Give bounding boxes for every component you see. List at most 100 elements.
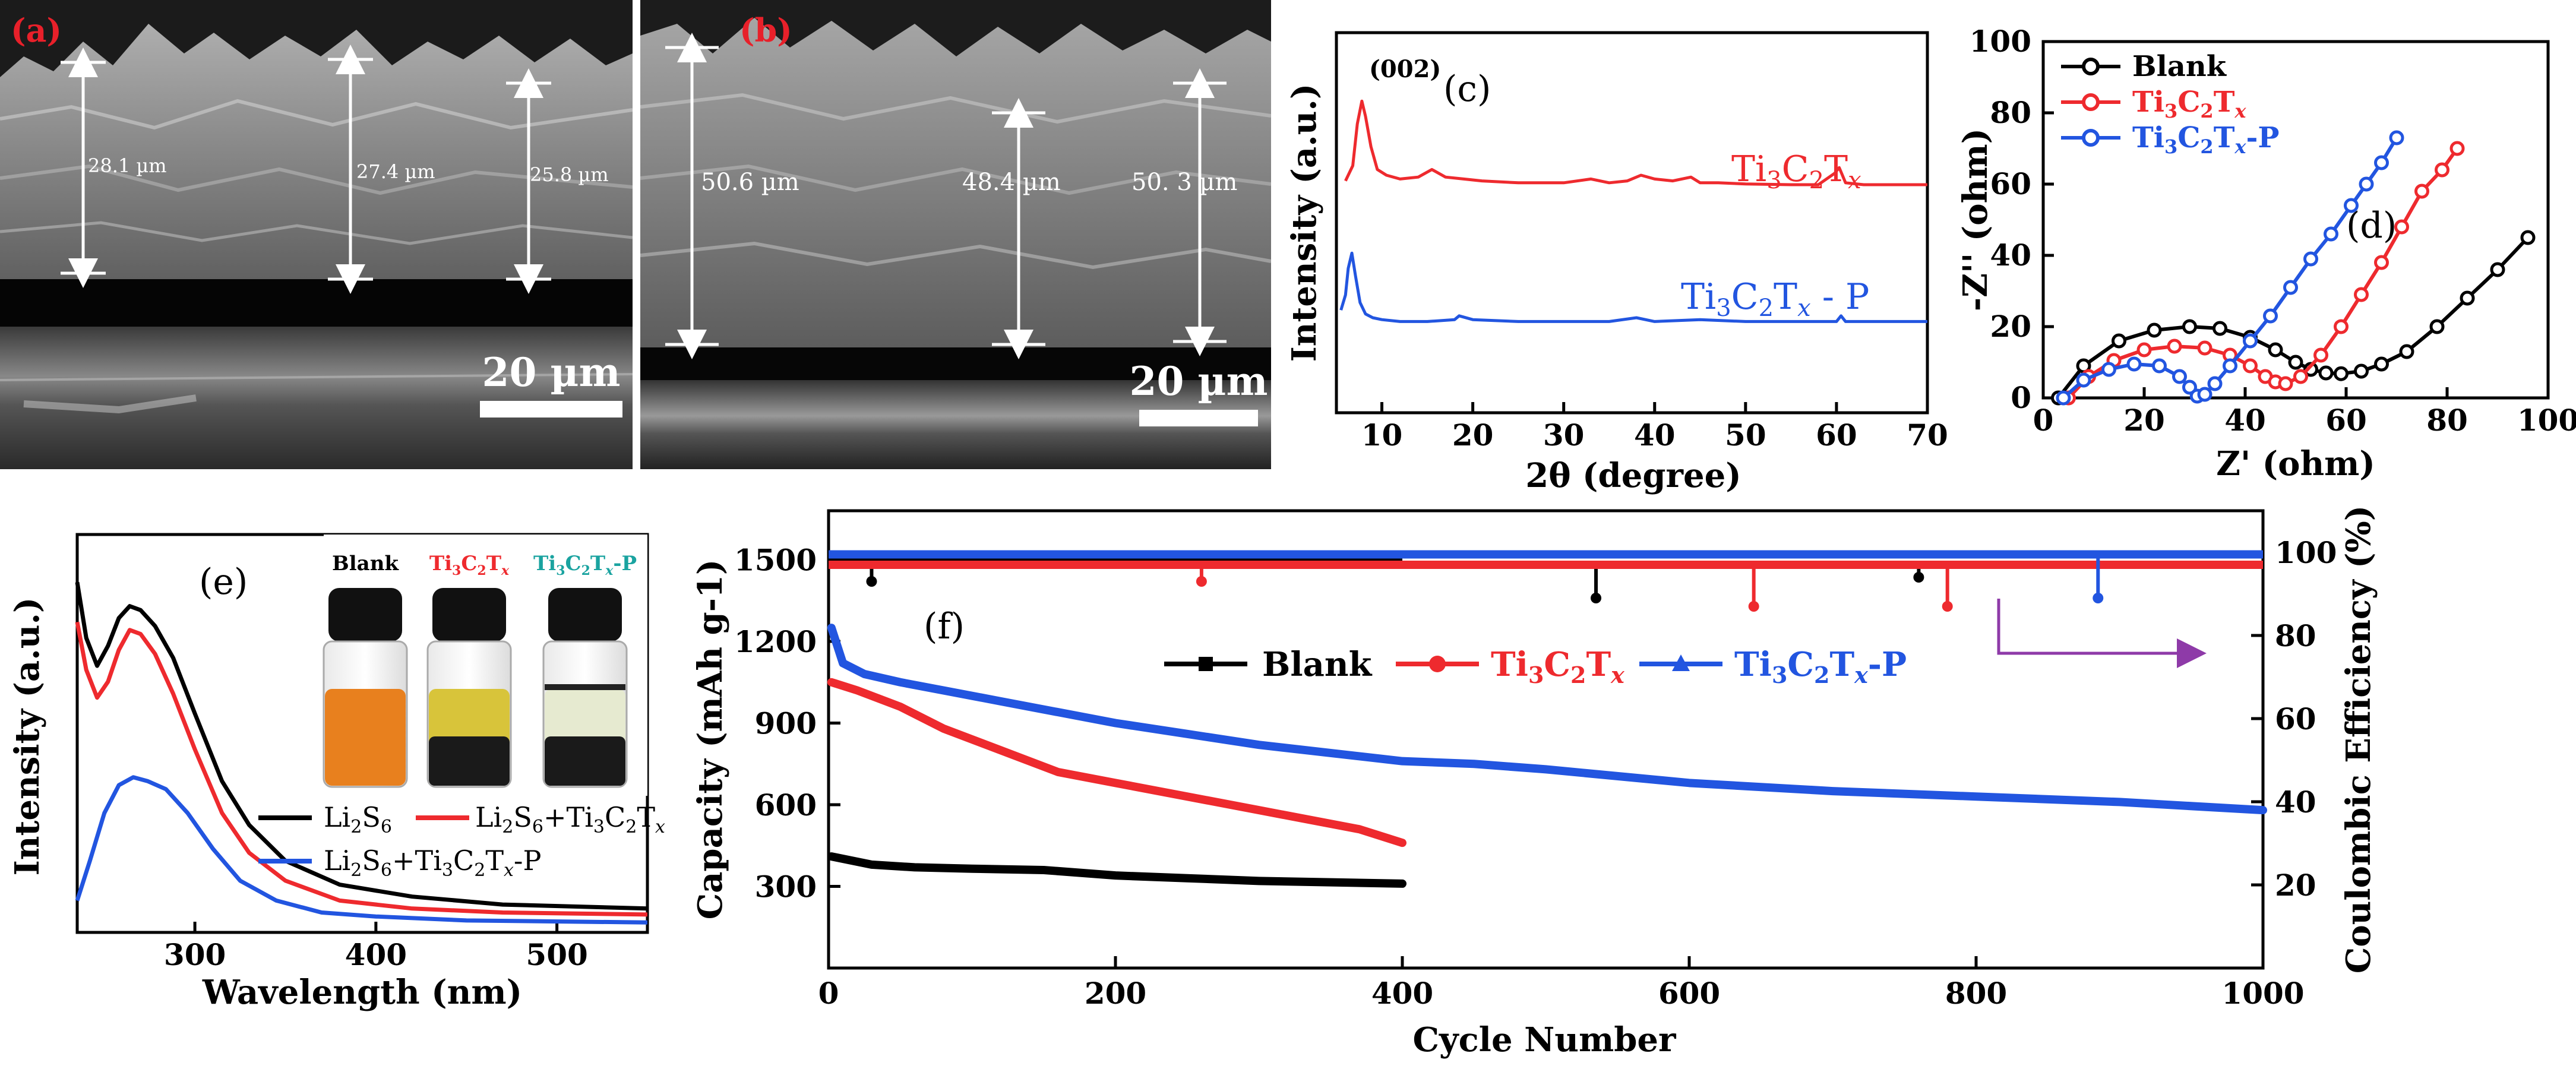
cycling-y2-axis-label: Coulombic Efficiency (%) [2339, 505, 2378, 974]
xrd-line [1344, 99, 1927, 186]
x-tick-label: 1000 [2221, 976, 2304, 1011]
eis-x-axis-label: Z' (ohm) [2216, 444, 2375, 483]
vial-sediment [545, 736, 625, 786]
x-tick-label: 500 [526, 937, 587, 972]
x-tick-label: 40 [1634, 418, 1676, 453]
uvvis-x-axis-label: Wavelength (nm) [202, 973, 522, 1012]
y-tick-label: 600 [755, 787, 817, 823]
sem-a-sheet-layer [0, 24, 633, 279]
vial-label-mxene-p: Ti3C2Tx-P [533, 552, 637, 578]
eis-point [2490, 262, 2505, 277]
x-tick-label: 200 [1085, 976, 1146, 1011]
sem-panel-a: (a) 28.1 µm 27.4 µm 25.8 µm 20 µm [0, 0, 633, 469]
eis-line [2067, 147, 2459, 400]
ce-dip-marker [1591, 593, 1602, 603]
x-tick-label: 600 [1658, 976, 1720, 1011]
xrd-y-axis-label: Intensity (a.u.) [1285, 84, 1324, 362]
x-tick-label: 10 [1361, 418, 1403, 453]
cycling-series [827, 550, 2267, 888]
thickness-label: 50. 3 µm [1131, 169, 1237, 196]
eis-point [2212, 321, 2227, 336]
xrd-peak-annotation: (002) [1369, 55, 1441, 83]
y2-tick-label: 60 [2275, 701, 2316, 736]
eis-point [2435, 162, 2449, 178]
ce-dip-marker [866, 576, 877, 587]
cycling-ticks: 0 200 400 600 800 1000 300 600 900 1200 1500 20 40 60… [734, 535, 2337, 1011]
eis-point [2263, 308, 2278, 324]
uvvis-x-ticks: 300 400 500 [164, 922, 588, 972]
panel-label-f: (f) [924, 606, 965, 647]
ce-dip-marker [1748, 601, 1759, 612]
eis-point [2354, 287, 2369, 302]
thickness-label: 25.8 µm [530, 163, 609, 186]
y-tick-label: 1500 [734, 543, 817, 578]
eis-point [2288, 355, 2303, 370]
xrd-plot-frame [1335, 31, 1929, 415]
y-tick-label: 0 [2011, 380, 2031, 415]
eis-point [2359, 176, 2374, 192]
eis-point [2278, 376, 2293, 391]
svg-text:Ti3C2Tx: Ti3C2Tx [1491, 645, 1625, 688]
eis-point [2313, 347, 2328, 363]
y-tick-label: 900 [755, 706, 817, 741]
eis-point [2172, 369, 2187, 384]
eis-point [2243, 333, 2258, 349]
eis-point [2197, 340, 2212, 356]
eis-point [2324, 226, 2338, 242]
xrd-x-ticks: 10 20 30 40 50 60 70 [1361, 402, 1948, 453]
svg-text:Ti3C2Tx-P: Ti3C2Tx-P [2132, 121, 2280, 158]
y2-tick-label: 100 [2275, 535, 2337, 570]
eis-point [2167, 339, 2182, 354]
eis-point [2414, 184, 2429, 199]
x-tick-label: 100 [2517, 403, 2576, 438]
cycling-plot-frame [827, 509, 2265, 970]
eis-point [2344, 198, 2359, 213]
sem-b-sheet-layer [640, 18, 1271, 347]
eis-point [2449, 141, 2465, 156]
thickness-label: 50.6 µm [701, 169, 799, 196]
thickness-label: 28.1 µm [88, 154, 167, 177]
eis-ticks: 0 20 40 60 80 100 0 20 40 60 80 100 [1970, 24, 2576, 438]
eis-point [2056, 390, 2071, 406]
x-tick-label: 800 [1945, 976, 2007, 1011]
vial-cap [432, 588, 506, 641]
eis-point [2152, 358, 2167, 374]
eis-point [2207, 376, 2223, 391]
capacity-line [827, 852, 1406, 888]
vial-label-blank: Blank [332, 552, 399, 575]
eis-point [2318, 365, 2334, 381]
uvvis-line [75, 581, 648, 911]
ce-dip-marker [1196, 576, 1207, 587]
eis-point [2354, 363, 2369, 379]
sem-panel-b: (b) 50.6 µm 48.4 µm 50. 3 µm 20 µm [640, 0, 1272, 469]
x-tick-label: 300 [164, 937, 226, 972]
xrd-x-axis-label: 2θ (degree) [1525, 456, 1741, 495]
y-tick-label: 300 [755, 869, 817, 904]
y2-tick-label: 80 [2275, 618, 2316, 653]
eis-point [2520, 230, 2536, 245]
eis-point [2460, 290, 2475, 306]
uvvis-legend: Li2S6 Li2S6+Ti3C2Tx Li2S6+Ti3C2Tx-P [258, 801, 665, 881]
eis-panel-d: 0 20 40 60 80 100 0 20 40 60 80 100 (d) Blank Ti3C2… [1956, 24, 2576, 483]
capacity-line [827, 678, 1406, 847]
sem-b-scale-bar: 20 µm [1130, 358, 1268, 404]
y2-tick-label: 40 [2275, 785, 2316, 820]
eis-plot-frame [2041, 40, 2550, 400]
eis-point [2112, 333, 2126, 349]
uvvis-y-axis-label: Intensity (a.u.) [8, 597, 47, 876]
capacity-line [827, 624, 2267, 815]
xrd-line [1339, 251, 1927, 323]
eis-point [2429, 319, 2445, 334]
svg-text:Blank: Blank [2132, 50, 2227, 83]
uvvis-line [75, 621, 648, 917]
uvvis-series [75, 581, 648, 925]
cycling-x-axis-label: Cycle Number [1412, 1020, 1677, 1059]
eis-point [2334, 319, 2349, 334]
ce-axis-arrow [1997, 599, 2207, 668]
ce-dip-marker [2093, 593, 2104, 603]
vial-solution [325, 689, 406, 786]
x-tick-label: 0 [2033, 403, 2054, 438]
eis-point [2147, 322, 2162, 338]
cycling-y-axis-label: Capacity (mAh g-1) [691, 559, 730, 920]
